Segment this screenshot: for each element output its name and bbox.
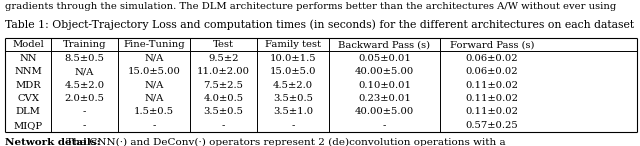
Text: -: - [152, 121, 156, 130]
Text: 8.5±0.5: 8.5±0.5 [65, 54, 104, 63]
Text: 0.11±0.02: 0.11±0.02 [465, 94, 518, 103]
Text: 0.05±0.01: 0.05±0.01 [358, 54, 411, 63]
Text: Test: Test [213, 40, 234, 49]
Text: 40.00±5.00: 40.00±5.00 [355, 67, 414, 76]
Text: 3.5±1.0: 3.5±1.0 [273, 107, 313, 117]
Text: 4.5±2.0: 4.5±2.0 [65, 81, 104, 89]
Text: 10.0±1.5: 10.0±1.5 [269, 54, 316, 63]
Text: 9.5±2: 9.5±2 [208, 54, 239, 63]
Text: 0.10±0.01: 0.10±0.01 [358, 81, 411, 89]
Text: 0.06±0.02: 0.06±0.02 [465, 54, 518, 63]
Text: DLM: DLM [16, 107, 40, 117]
Text: N/A: N/A [144, 54, 164, 63]
Text: -: - [291, 121, 294, 130]
Text: 4.0±0.5: 4.0±0.5 [204, 94, 243, 103]
Text: 0.57±0.25: 0.57±0.25 [465, 121, 518, 130]
Text: N/A: N/A [75, 67, 94, 76]
Text: gradients through the simulation. The DLM architecture performs better than the : gradients through the simulation. The DL… [5, 2, 616, 11]
Text: 0.11±0.02: 0.11±0.02 [465, 81, 518, 89]
Text: 0.11±0.02: 0.11±0.02 [465, 107, 518, 117]
Text: N/A: N/A [144, 81, 164, 89]
Text: 0.06±0.02: 0.06±0.02 [465, 67, 518, 76]
Text: 0.23±0.01: 0.23±0.01 [358, 94, 411, 103]
Text: Model: Model [12, 40, 44, 49]
Text: The CNN(·) and DeConv(·) operators represent 2 (de)convolution operations with a: The CNN(·) and DeConv(·) operators repre… [63, 138, 506, 146]
Text: NNM: NNM [14, 67, 42, 76]
Text: 2.0±0.5: 2.0±0.5 [65, 94, 104, 103]
Text: 7.5±2.5: 7.5±2.5 [204, 81, 243, 89]
Text: Forward Pass (s): Forward Pass (s) [449, 40, 534, 49]
Text: Table 1: Object-Trajectory Loss and computation times (in seconds) for the diffe: Table 1: Object-Trajectory Loss and comp… [5, 20, 634, 30]
Text: 11.0±2.00: 11.0±2.00 [197, 67, 250, 76]
Text: CVX: CVX [17, 94, 39, 103]
Text: 3.5±0.5: 3.5±0.5 [273, 94, 313, 103]
Text: Network details:: Network details: [5, 138, 100, 146]
Text: 1.5±0.5: 1.5±0.5 [134, 107, 174, 117]
Text: -: - [83, 121, 86, 130]
Text: 3.5±0.5: 3.5±0.5 [204, 107, 243, 117]
Text: Family test: Family test [265, 40, 321, 49]
Text: 15.0±5.00: 15.0±5.00 [127, 67, 180, 76]
Text: MDR: MDR [15, 81, 41, 89]
Text: -: - [221, 121, 225, 130]
Text: NN: NN [19, 54, 37, 63]
Text: N/A: N/A [144, 94, 164, 103]
Text: 40.00±5.00: 40.00±5.00 [355, 107, 414, 117]
Text: Training: Training [63, 40, 106, 49]
Text: 4.5±2.0: 4.5±2.0 [273, 81, 313, 89]
Text: -: - [83, 107, 86, 117]
Text: Fine-Tuning: Fine-Tuning [123, 40, 185, 49]
Text: 15.0±5.0: 15.0±5.0 [269, 67, 316, 76]
Text: Backward Pass (s): Backward Pass (s) [339, 40, 431, 49]
Text: MIQP: MIQP [13, 121, 43, 130]
Text: -: - [383, 121, 386, 130]
